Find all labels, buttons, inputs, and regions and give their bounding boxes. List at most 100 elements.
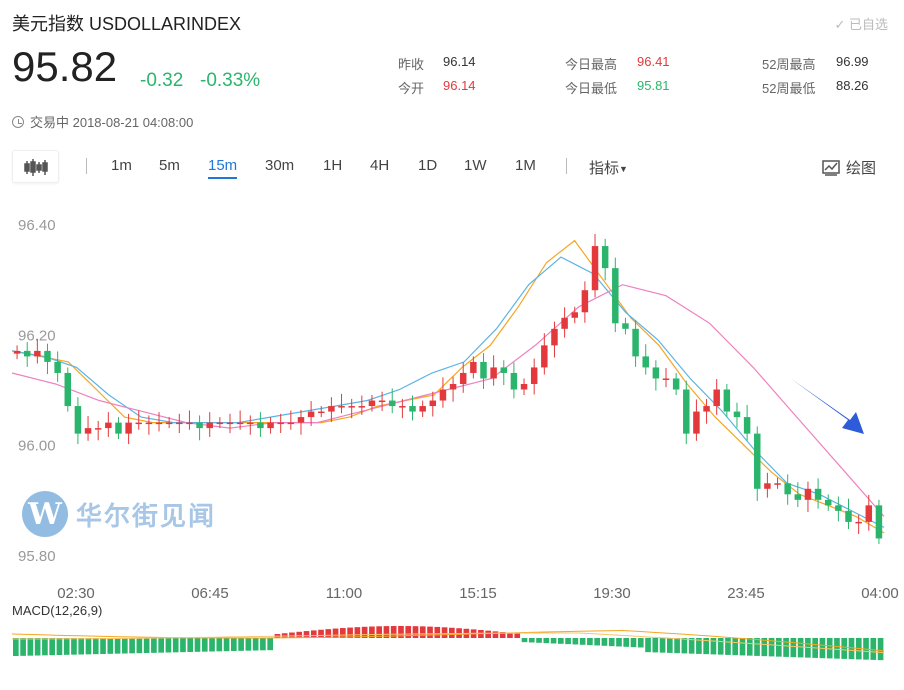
candle-body	[449, 383, 457, 390]
macd-bar	[325, 629, 332, 638]
macd-bar	[289, 632, 295, 638]
candle	[835, 496, 842, 522]
stat-value: 96.99	[836, 54, 869, 69]
candle-body	[520, 383, 528, 390]
candle-body	[470, 361, 477, 373]
macd-bar	[826, 638, 833, 659]
macd-bar	[216, 638, 223, 652]
candle	[764, 472, 771, 498]
candle-body	[165, 422, 173, 425]
candle-body	[855, 521, 862, 524]
candle-body	[84, 428, 92, 434]
price-chart[interactable]: 96.40 96.20 96.00 95.80 02:30 06:45 11:00 15:1…	[0, 196, 904, 606]
candle-body	[257, 422, 264, 429]
x-tick-label: 06:45	[191, 585, 229, 602]
candle-body	[672, 378, 680, 390]
macd-bar	[231, 638, 237, 651]
stat-label: 今日最高	[565, 57, 618, 72]
draw-button[interactable]: 绘图	[822, 157, 876, 178]
candle-body	[318, 411, 325, 414]
candle-body	[693, 411, 700, 434]
macd-bar	[681, 638, 688, 654]
macd-bar	[550, 638, 557, 644]
macd-bar	[485, 630, 491, 638]
macd-bar	[92, 638, 99, 655]
candle	[13, 345, 21, 360]
candle	[601, 238, 609, 281]
period-1h[interactable]: 1H	[323, 157, 343, 174]
macd-bar	[841, 638, 848, 659]
macd-bar	[558, 638, 564, 644]
indicators-dropdown[interactable]: 指标▼	[589, 157, 628, 178]
candle-body	[94, 428, 102, 430]
y-tick-label: 96.00	[18, 438, 56, 455]
stat-value: 88.26	[836, 78, 869, 93]
candle-body	[459, 372, 467, 384]
macd-bar	[303, 631, 310, 638]
period-15m[interactable]: 15m	[208, 157, 238, 179]
candle-body	[247, 422, 254, 425]
macd-dea-line	[12, 632, 885, 654]
candle	[105, 412, 112, 437]
macd-bar	[514, 633, 521, 638]
period-5m[interactable]: 5m	[159, 157, 180, 174]
macd-bar	[434, 626, 441, 638]
macd-bar	[223, 638, 230, 652]
draw-label: 绘图	[846, 160, 877, 177]
macd-bar	[667, 638, 673, 653]
macd-bar	[129, 638, 135, 654]
macd-bar	[601, 638, 608, 646]
macd-dif-line	[11, 629, 885, 652]
trading-status: 交易中 2018-08-21 04:08:00	[12, 112, 193, 131]
candle	[54, 351, 61, 382]
macd-bar	[107, 638, 114, 654]
macd-bar	[354, 627, 361, 638]
candle	[449, 376, 457, 402]
candle-body	[74, 406, 82, 434]
period-1mo[interactable]: 1M	[515, 157, 536, 174]
candle-body	[754, 433, 761, 489]
candle-body	[824, 499, 832, 506]
period-30m[interactable]: 30m	[265, 157, 295, 174]
macd-bar	[725, 638, 731, 655]
candle	[429, 391, 437, 417]
chart-type-button[interactable]	[12, 150, 59, 183]
macd-chart[interactable]	[0, 618, 904, 690]
candle-body	[439, 389, 447, 401]
macd-bar	[688, 638, 695, 654]
candle-body	[774, 483, 781, 485]
candle	[520, 378, 528, 396]
candle-body	[236, 422, 244, 425]
candle-body	[13, 350, 21, 354]
macd-bar	[754, 638, 760, 656]
macd-title: MACD(12,26,9)	[12, 603, 103, 618]
candle-body	[561, 317, 568, 329]
candle	[44, 343, 51, 375]
macd-bar	[347, 627, 353, 638]
macd-bar	[122, 638, 128, 654]
period-4h[interactable]: 4H	[370, 157, 390, 174]
candle-body	[125, 422, 132, 434]
favorite-button[interactable]: ✓ 已自选	[834, 17, 888, 32]
candle	[206, 412, 213, 437]
candle	[378, 391, 386, 412]
macd-bar	[63, 638, 70, 655]
period-1m[interactable]: 1m	[111, 157, 132, 174]
candle	[145, 415, 153, 435]
stat-day-high: 今日最高	[565, 54, 617, 73]
macd-bar	[732, 638, 739, 656]
candle	[388, 388, 396, 414]
macd-bar	[645, 638, 651, 653]
candle	[632, 319, 639, 367]
period-1w[interactable]: 1W	[464, 157, 487, 174]
macd-bar	[492, 631, 499, 638]
macd-bar	[419, 626, 426, 638]
candle-body	[713, 389, 720, 407]
trend-arrow	[790, 378, 864, 434]
candle-body	[226, 422, 234, 425]
candle	[74, 397, 82, 445]
candle-body	[845, 510, 852, 522]
candle-body	[683, 389, 690, 434]
period-1d[interactable]: 1D	[418, 157, 438, 174]
macd-bar	[49, 638, 55, 656]
